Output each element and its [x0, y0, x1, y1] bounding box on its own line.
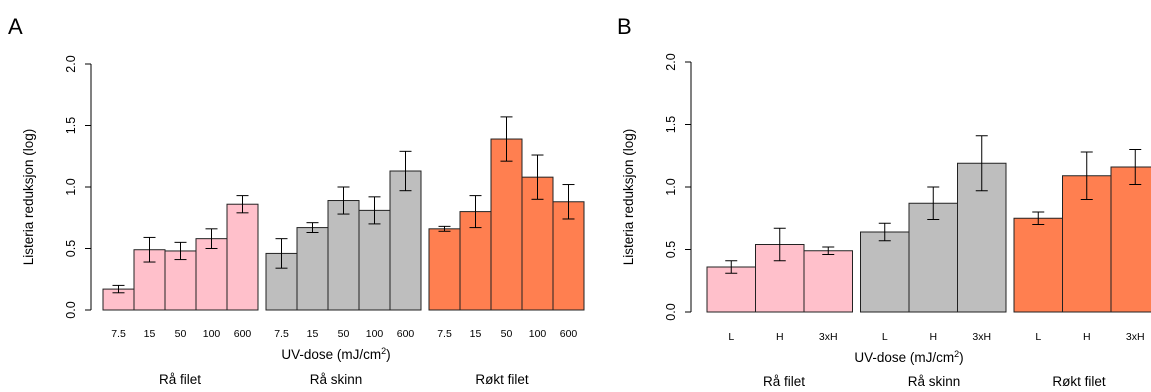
y-tick-label: 2.0: [664, 53, 678, 70]
x-tick-label: H: [776, 331, 784, 343]
x-tick-label: 3xH: [972, 331, 991, 343]
group-label: Rå skinn: [310, 372, 363, 387]
x-tick-label: 100: [203, 328, 221, 340]
x-tick-label: 600: [234, 328, 252, 340]
x-tick-label: 15: [144, 328, 156, 340]
y-tick-label: 0.0: [64, 301, 78, 318]
x-tick-label: 600: [397, 328, 415, 340]
bar: [195, 238, 228, 311]
x-tick-label: H: [929, 331, 937, 343]
panel-a: A 0.0 0.5 1.0 1.5 2.0 Listeria reduksjon (log)…: [8, 14, 585, 387]
y-tick-label: 1.5: [64, 117, 78, 134]
group-label: Røkt filet: [475, 372, 529, 387]
x-tick-label: 7.5: [111, 328, 126, 340]
x-tick-label: H: [1083, 331, 1091, 343]
panel-letter: B: [617, 14, 632, 39]
x-tick-label: 50: [338, 328, 350, 340]
x-tick-label: 100: [529, 328, 547, 340]
x-tick-label: 7.5: [274, 328, 289, 340]
panel-b: B 0.0 0.5 1.0 1.5 2.0 Listeria reduksjon (log)…: [617, 14, 1151, 389]
group-label: Rå skinn: [908, 374, 961, 389]
bar: [908, 202, 958, 313]
x-tick-label: 3xH: [1126, 331, 1145, 343]
y-axis-title: Listeria reduksjon (log): [621, 129, 636, 266]
bar: [860, 231, 910, 313]
y-tick-label: 1.0: [664, 178, 678, 195]
group-label: Rå filet: [159, 372, 201, 387]
y-tick-label: 2.0: [64, 55, 78, 72]
bar: [327, 200, 360, 311]
x-axis-title: UV-dose (mJ/cm2): [281, 346, 390, 362]
x-tick-label: 50: [175, 328, 187, 340]
group-label: Rå filet: [763, 374, 805, 389]
bar: [358, 209, 391, 311]
bar: [428, 228, 461, 311]
y-tick-label: 0.0: [664, 303, 678, 320]
y-tick-label: 1.5: [664, 116, 678, 133]
bar: [1013, 217, 1063, 313]
bar: [389, 170, 422, 311]
x-tick-label: 15: [307, 328, 319, 340]
bar: [552, 201, 585, 311]
panel-letter: A: [8, 14, 23, 39]
x-tick-label: 3xH: [819, 331, 838, 343]
x-tick-label: L: [728, 331, 734, 343]
bar: [803, 250, 853, 313]
bar: [1110, 166, 1151, 313]
bar: [226, 203, 259, 311]
y-tick-label: 1.0: [64, 178, 78, 195]
x-tick-label: 15: [470, 328, 482, 340]
x-tick-label: 100: [366, 328, 384, 340]
x-tick-label: L: [1035, 331, 1041, 343]
x-axis-title: UV-dose (mJ/cm2): [854, 349, 963, 365]
group-label: Røkt filet: [1052, 374, 1106, 389]
x-tick-label: L: [882, 331, 888, 343]
x-tick-label: 7.5: [437, 328, 452, 340]
x-tick-label: 600: [560, 328, 578, 340]
bar: [706, 266, 756, 313]
x-tick-label: 50: [501, 328, 513, 340]
y-tick-label: 0.5: [664, 241, 678, 258]
y-axis-title: Listeria reduksjon (log): [21, 129, 36, 266]
y-tick-label: 0.5: [64, 240, 78, 257]
bar: [296, 227, 329, 311]
bar: [490, 138, 523, 311]
